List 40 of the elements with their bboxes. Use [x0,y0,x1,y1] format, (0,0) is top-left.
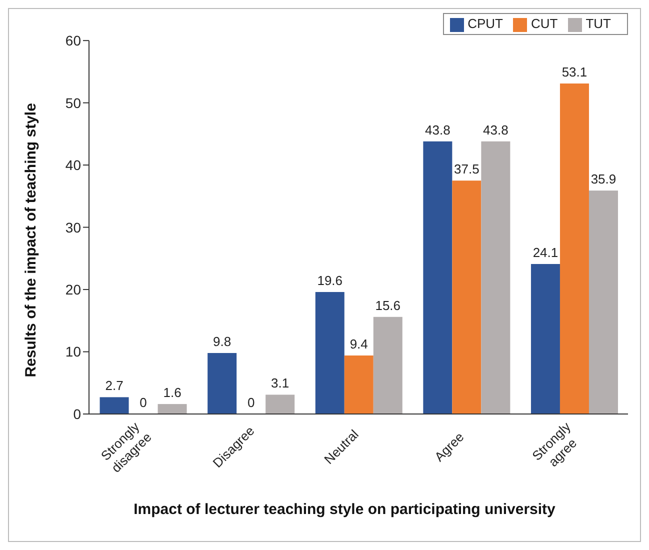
data-label: 19.6 [317,273,343,288]
bar [530,264,560,414]
bar [588,190,618,414]
legend-label: CUT [531,16,558,31]
bar [373,316,402,414]
y-tick-label: 0 [73,406,82,422]
bar [423,141,452,414]
data-label: 35.9 [590,172,616,187]
bar [315,292,344,414]
data-label: 0 [140,395,147,410]
bar [452,180,482,414]
bar [100,397,129,414]
x-axis-title: Impact of lecturer teaching style on participating university [132,501,556,518]
legend-label: TUT [586,16,611,31]
y-tick-label: 60 [65,32,82,49]
bar [266,394,295,414]
data-label: 9.4 [350,336,368,352]
data-label: 3.1 [271,376,290,391]
data-label: 37.5 [454,162,480,177]
data-label: 24.1 [532,245,558,260]
data-label: 9.8 [213,334,232,350]
data-label: 43.8 [483,122,508,138]
data-label: 0 [247,395,255,410]
bar [560,84,589,414]
bar [158,404,187,414]
data-label: 15.6 [375,298,401,313]
data-label: 53.1 [562,64,588,80]
data-label: 43.8 [425,122,450,138]
y-axis-title: Results of the impact of teaching style [22,103,40,378]
bar [481,141,510,414]
y-tick-label: 30 [65,219,82,236]
bar [208,353,237,414]
y-tick-label: 10 [65,344,82,360]
y-tick-label: 40 [65,157,82,174]
data-label: 2.7 [105,378,124,394]
bar [344,355,374,414]
legend-label: CPUT [468,16,503,31]
data-label: 1.6 [163,385,182,400]
y-tick-label: 50 [65,94,82,111]
y-tick-label: 20 [65,281,82,298]
